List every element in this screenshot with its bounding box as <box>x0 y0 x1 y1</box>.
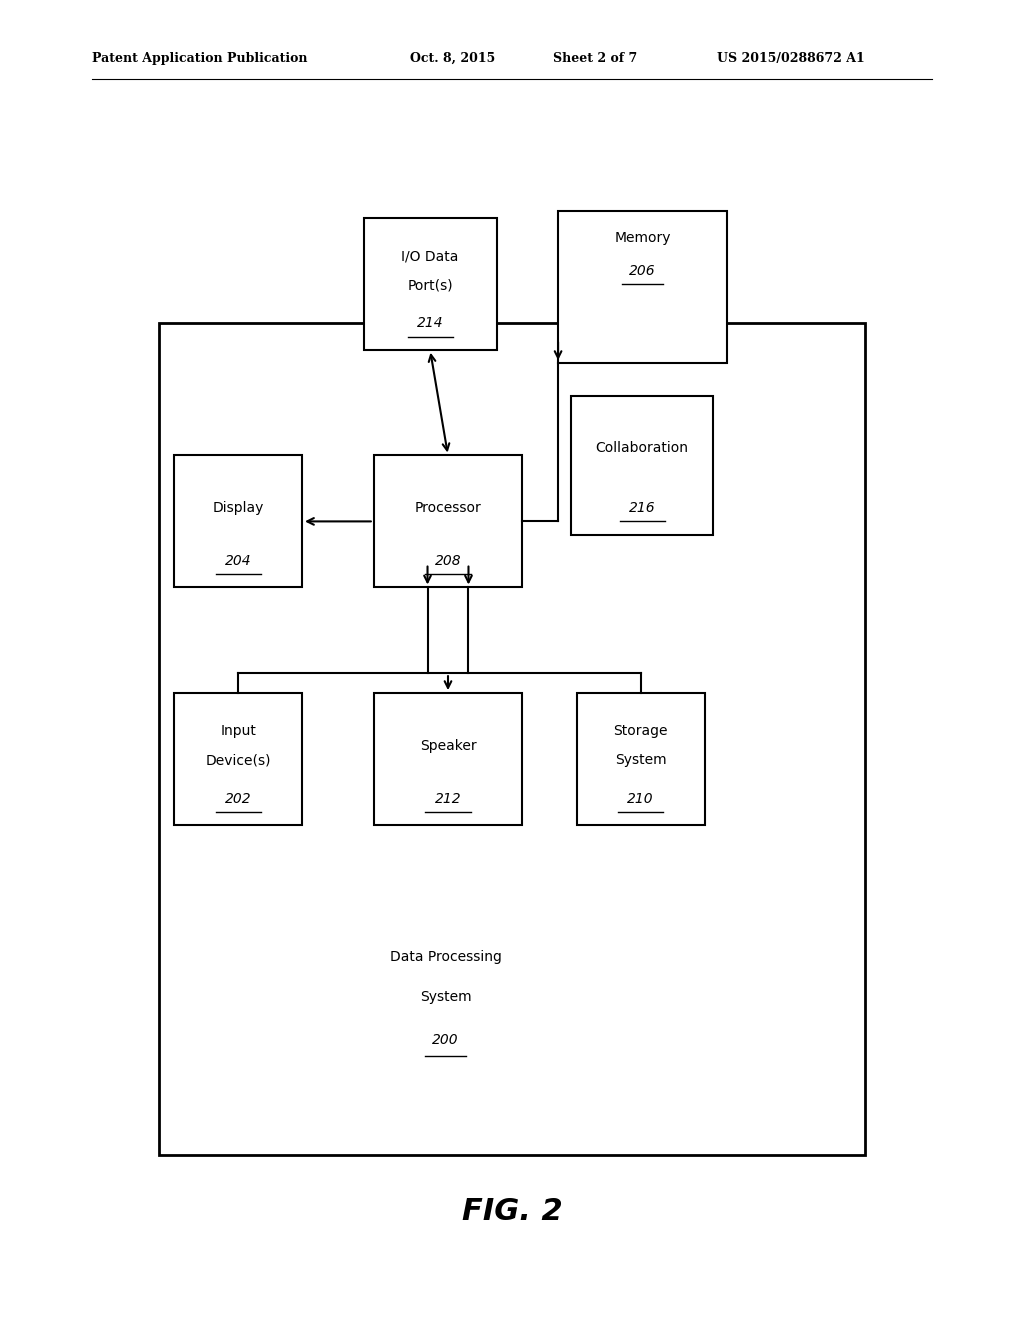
Text: 206: 206 <box>629 264 656 277</box>
Text: FIG. 2: FIG. 2 <box>462 1197 562 1226</box>
Bar <box>174 455 302 587</box>
Bar <box>558 211 727 363</box>
Text: 210: 210 <box>627 792 654 805</box>
Bar <box>577 693 705 825</box>
Text: US 2015/0288672 A1: US 2015/0288672 A1 <box>717 51 864 65</box>
Bar <box>571 396 713 535</box>
Text: Display: Display <box>212 502 264 515</box>
Bar <box>374 455 522 587</box>
Text: Device(s): Device(s) <box>206 754 270 767</box>
Text: 216: 216 <box>629 502 655 515</box>
Bar <box>374 693 522 825</box>
Text: Port(s): Port(s) <box>408 279 453 292</box>
Text: System: System <box>614 754 667 767</box>
Text: 200: 200 <box>432 1034 459 1047</box>
Text: System: System <box>420 990 471 1003</box>
Text: Sheet 2 of 7: Sheet 2 of 7 <box>553 51 637 65</box>
Text: 214: 214 <box>417 317 443 330</box>
Text: Memory: Memory <box>614 231 671 244</box>
Text: Data Processing: Data Processing <box>389 950 502 964</box>
Text: Oct. 8, 2015: Oct. 8, 2015 <box>410 51 495 65</box>
Text: 202: 202 <box>224 792 252 805</box>
Bar <box>364 218 497 350</box>
Text: Collaboration: Collaboration <box>596 441 688 455</box>
Text: I/O Data: I/O Data <box>401 249 459 263</box>
Bar <box>174 693 302 825</box>
Text: Speaker: Speaker <box>420 739 476 752</box>
Text: 208: 208 <box>434 554 462 568</box>
Text: 204: 204 <box>224 554 252 568</box>
Text: Processor: Processor <box>415 502 481 515</box>
Text: Storage: Storage <box>613 725 668 738</box>
Text: 212: 212 <box>434 792 462 805</box>
Bar <box>159 323 865 1155</box>
Text: Input: Input <box>220 725 256 738</box>
Text: Patent Application Publication: Patent Application Publication <box>92 51 307 65</box>
